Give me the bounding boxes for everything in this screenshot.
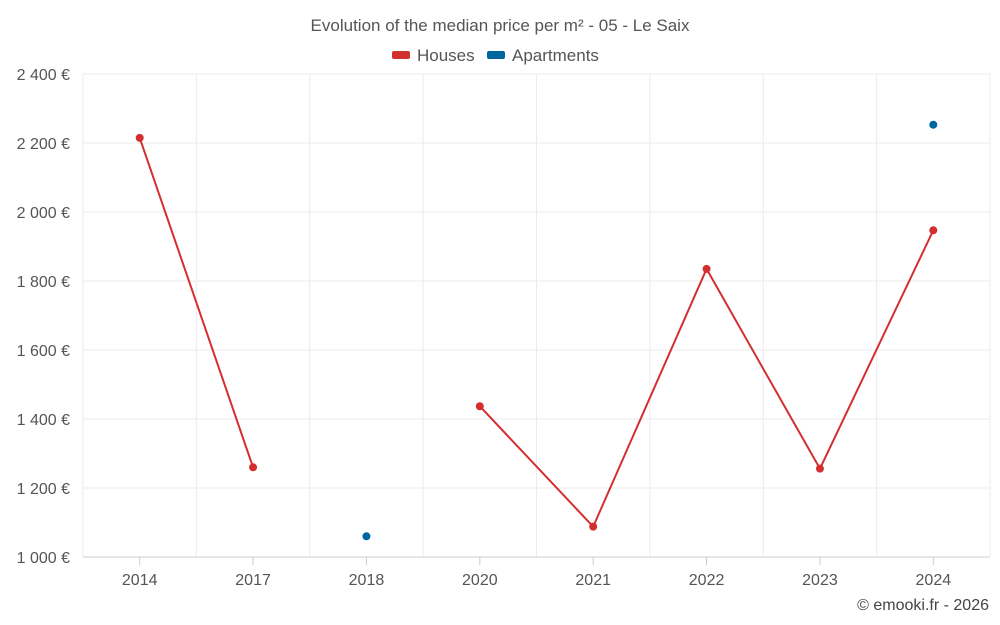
y-tick-label: 2 000 € [17, 205, 70, 222]
x-tick-label: 2021 [575, 572, 611, 589]
x-tick-label: 2014 [122, 572, 158, 589]
x-tick-label: 2022 [689, 572, 725, 589]
y-tick-label: 1 200 € [17, 481, 70, 498]
data-point-houses[interactable] [135, 133, 144, 142]
y-tick-label: 2 400 € [17, 67, 70, 84]
x-axis: 2014 2017 2018 2020 2021 2022 2023 2024 [122, 557, 951, 589]
legend-label-houses[interactable]: Houses [417, 46, 475, 65]
series-line-segment-houses [818, 229, 935, 470]
legend-swatch-houses [392, 51, 410, 59]
data-point-apartments[interactable] [362, 532, 371, 541]
x-tick-label: 2023 [802, 572, 838, 589]
series-line-segment-houses [705, 267, 821, 470]
series [135, 120, 938, 541]
data-point-houses[interactable] [815, 464, 824, 473]
data-point-houses[interactable] [589, 522, 598, 531]
y-axis: 1 000 € 1 200 € 1 400 € 1 600 € 1 800 € 2 000… [17, 67, 70, 567]
x-tick-label: 2017 [235, 572, 271, 589]
y-tick-label: 1 000 € [17, 550, 70, 567]
x-tick-label: 2024 [916, 572, 952, 589]
y-tick-label: 1 400 € [17, 412, 70, 429]
data-point-houses[interactable] [475, 402, 484, 411]
y-tick-label: 2 200 € [17, 136, 70, 153]
y-tick-label: 1 800 € [17, 274, 70, 291]
series-line-segment-houses [138, 136, 255, 469]
series-line-segment-houses [592, 267, 708, 528]
data-point-houses[interactable] [249, 463, 258, 472]
legend-label-apartments[interactable]: Apartments [512, 46, 599, 65]
credit: © emooki.fr - 2026 [857, 597, 989, 614]
y-tick-label: 1 600 € [17, 343, 70, 360]
data-point-apartments[interactable] [929, 120, 938, 129]
legend-swatch-apartments [487, 51, 505, 59]
data-point-houses[interactable] [929, 226, 938, 235]
series-houses [135, 133, 938, 531]
data-point-houses[interactable] [702, 264, 711, 273]
x-tick-label: 2020 [462, 572, 498, 589]
chart-title: Evolution of the median price per m² - 0… [311, 16, 690, 35]
series-line-segment-houses [478, 405, 595, 528]
series-apartments [362, 120, 938, 541]
x-tick-label: 2018 [349, 572, 385, 589]
x-gridlines [82, 74, 991, 557]
legend[interactable]: Houses Apartments [392, 46, 599, 65]
